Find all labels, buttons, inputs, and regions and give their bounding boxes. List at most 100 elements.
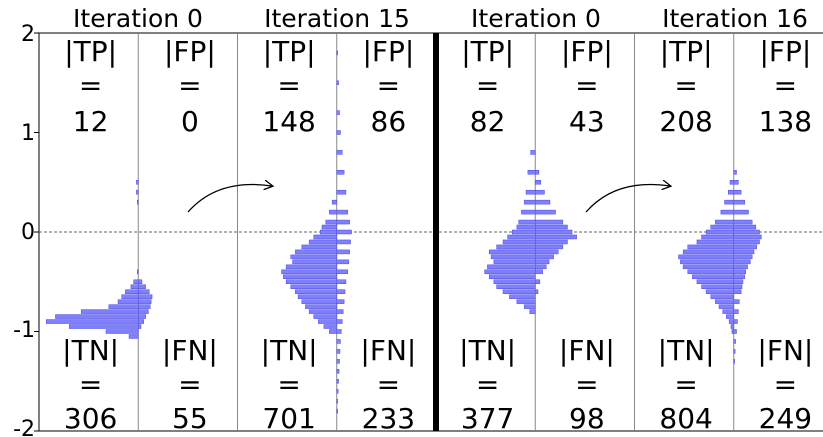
histogram-bar bbox=[535, 224, 568, 230]
histogram-bar bbox=[336, 359, 340, 364]
histogram-bar bbox=[313, 234, 337, 240]
histogram-bar bbox=[325, 219, 337, 225]
histogram-bar bbox=[336, 279, 347, 284]
histogram-bar bbox=[527, 170, 536, 175]
histogram-bar bbox=[701, 284, 734, 289]
histogram-bar bbox=[308, 309, 337, 314]
histogram-bar bbox=[285, 264, 337, 270]
histogram-bar bbox=[319, 229, 338, 235]
tp-count: 12 bbox=[73, 105, 109, 138]
histogram-bar bbox=[705, 289, 735, 294]
histogram-bar bbox=[321, 224, 337, 230]
histogram-bar bbox=[336, 110, 340, 115]
equals-sign: = bbox=[575, 368, 598, 401]
equals-sign: = bbox=[277, 368, 300, 401]
histogram-bar bbox=[490, 254, 536, 260]
histogram-bar bbox=[733, 259, 751, 265]
histogram-bar bbox=[523, 199, 536, 205]
histogram-bar bbox=[730, 324, 734, 329]
histogram-bar bbox=[496, 284, 536, 289]
fp-count: 43 bbox=[569, 105, 605, 138]
histogram-bar bbox=[733, 189, 742, 195]
iteration-arrow bbox=[585, 184, 670, 213]
histogram-bar bbox=[138, 309, 149, 314]
equals-sign: = bbox=[79, 69, 102, 102]
panels-layer bbox=[34, 32, 823, 432]
histogram-bar bbox=[696, 239, 735, 245]
histogram-bar bbox=[336, 408, 338, 414]
histogram-bar bbox=[733, 180, 739, 185]
histogram-bars bbox=[46, 50, 762, 414]
histogram-bar bbox=[521, 209, 536, 215]
histogram-bar bbox=[733, 249, 755, 255]
histogram-bar bbox=[308, 239, 337, 245]
histogram-bar bbox=[128, 334, 139, 339]
tn-label: |TN| bbox=[658, 334, 715, 367]
histogram-bar bbox=[138, 324, 142, 329]
histogram-bar bbox=[535, 219, 564, 225]
histogram-bar bbox=[516, 224, 536, 230]
equals-sign: = bbox=[377, 368, 400, 401]
histogram-bar bbox=[313, 314, 337, 319]
equals-sign: = bbox=[774, 69, 797, 102]
equals-sign: = bbox=[774, 368, 797, 401]
histogram-bar bbox=[733, 279, 744, 284]
equals-sign: = bbox=[178, 69, 201, 102]
histogram-bar bbox=[733, 339, 736, 344]
fp-count: 138 bbox=[759, 105, 812, 138]
histogram-bar bbox=[722, 309, 735, 314]
fn-count: 249 bbox=[759, 402, 812, 435]
histogram-bar bbox=[493, 259, 536, 265]
tp-label: |TP| bbox=[660, 35, 713, 68]
histogram-bar bbox=[525, 189, 536, 195]
histogram-bar bbox=[696, 279, 735, 284]
histogram-bar bbox=[105, 329, 139, 334]
y-tick-label: -1 bbox=[13, 318, 35, 343]
panel-title: Iteration 15 bbox=[264, 4, 410, 33]
histogram-bar bbox=[336, 229, 352, 235]
y-tick-label: -2 bbox=[13, 417, 35, 437]
histogram-bar bbox=[728, 319, 735, 324]
histogram-bar bbox=[733, 239, 760, 245]
histogram-bar bbox=[138, 294, 153, 299]
histogram-bar bbox=[705, 229, 735, 235]
fp-label: |FP| bbox=[561, 35, 613, 68]
histogram-bar bbox=[138, 304, 151, 309]
histogram-bar bbox=[125, 289, 139, 294]
histogram-bar bbox=[295, 289, 338, 294]
histogram-bar bbox=[733, 274, 746, 280]
tp-label: |TP| bbox=[64, 35, 117, 68]
tp-count: 208 bbox=[659, 105, 712, 138]
histogram-bar bbox=[710, 224, 734, 230]
histogram-bar bbox=[80, 309, 139, 314]
histogram-bar bbox=[715, 219, 734, 225]
histogram-bar bbox=[678, 254, 734, 260]
fp-label: |FP| bbox=[759, 35, 811, 68]
histogram-bar bbox=[535, 189, 545, 195]
histogram-bar bbox=[680, 259, 735, 265]
histogram-bar bbox=[733, 254, 753, 260]
histogram-bar bbox=[336, 339, 341, 344]
histogram-bar bbox=[138, 299, 152, 304]
histogram-bar bbox=[336, 398, 338, 404]
equals-sign: = bbox=[674, 368, 697, 401]
histogram-bar bbox=[489, 274, 536, 280]
histogram-bar bbox=[733, 170, 737, 175]
histogram-bar bbox=[336, 219, 350, 225]
fn-count: 55 bbox=[172, 402, 208, 435]
histogram-bar bbox=[336, 80, 339, 85]
histogram-bar bbox=[733, 224, 757, 230]
histogram-bar bbox=[535, 254, 554, 260]
y-tick-label: 0 bbox=[21, 220, 35, 245]
histogram-bar bbox=[512, 229, 536, 235]
equals-sign: = bbox=[178, 368, 201, 401]
histogram-bar bbox=[701, 234, 734, 240]
histogram-bar bbox=[687, 244, 734, 250]
histogram-bar bbox=[733, 199, 746, 205]
histogram-bar bbox=[329, 329, 338, 334]
equals-sign: = bbox=[674, 69, 697, 102]
histogram-bar bbox=[733, 359, 735, 364]
histogram-bar bbox=[535, 229, 573, 235]
histogram-bar bbox=[530, 150, 536, 155]
